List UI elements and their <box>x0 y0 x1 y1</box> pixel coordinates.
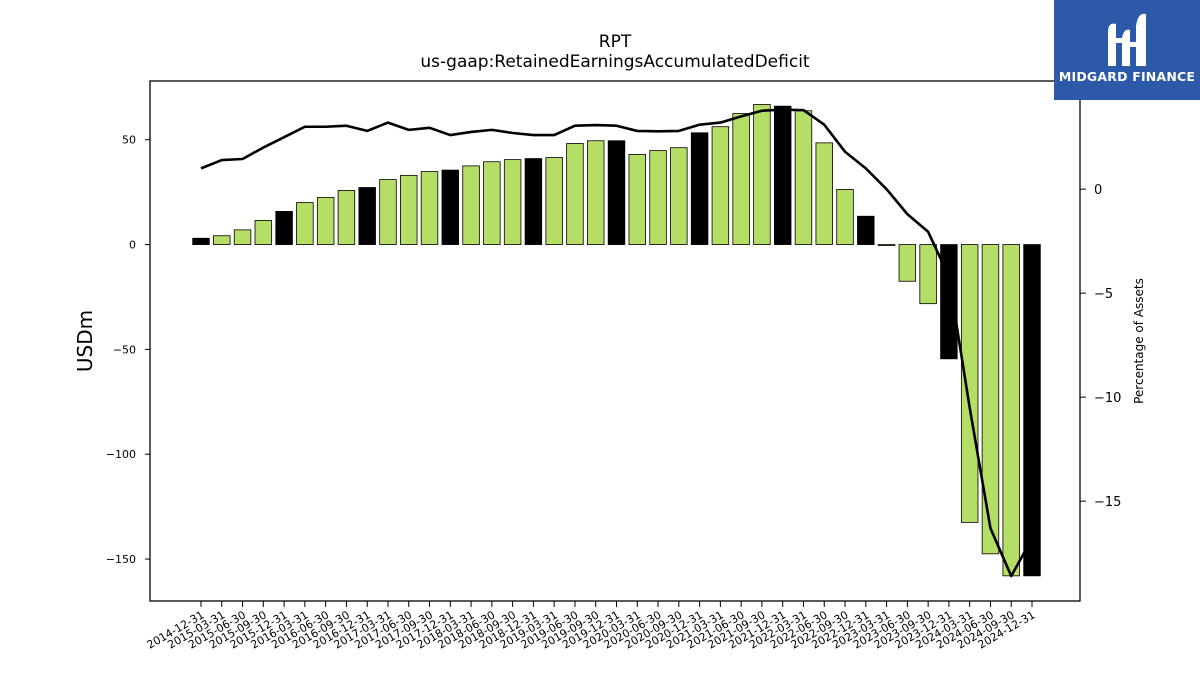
y-axis-label: USDm <box>73 310 97 372</box>
y2-tick-label: −5 <box>1094 287 1113 302</box>
bar-2024-12-31 <box>1023 244 1041 577</box>
chart-title: RPT <box>598 32 632 52</box>
bar-2020-03-31 <box>628 153 646 245</box>
bar-2019-06-30 <box>566 143 584 245</box>
bar-2016-09-30 <box>337 190 356 245</box>
bar-2021-03-31 <box>711 126 730 245</box>
chart-subtitle: us-gaap:RetainedEarningsAccumulatedDefic… <box>420 52 810 72</box>
brand-logo[interactable]: MIDGARD FINANCE <box>1054 0 1200 100</box>
bar-2019-03-31 <box>545 157 563 245</box>
bar-2020-09-30 <box>670 147 688 245</box>
y2-axis-label: Percentage of Assets <box>1132 278 1146 404</box>
bar-2014-12-31 <box>192 237 210 245</box>
bar-2022-03-31 <box>794 110 813 245</box>
bar-2024-09-30 <box>1002 244 1020 577</box>
bar-2019-09-30 <box>587 140 605 245</box>
bar-2017-09-30 <box>420 171 439 245</box>
bar-2018-12-31 <box>524 158 543 245</box>
bar-2022-06-30 <box>815 142 833 245</box>
y-tick-label: −150 <box>106 553 136 566</box>
y2-tick-label: −15 <box>1094 495 1121 510</box>
y-tick-label: 50 <box>122 134 136 147</box>
bar-2022-09-30 <box>836 188 854 245</box>
bar-2018-03-31 <box>462 165 480 245</box>
bar-2023-09-30 <box>919 244 937 305</box>
bar-2018-09-30 <box>503 159 522 245</box>
y-tick-label: −50 <box>113 343 136 356</box>
bar-2022-12-31 <box>857 215 875 245</box>
bar-2015-12-31 <box>275 211 293 245</box>
bar-2015-03-31 <box>213 235 231 245</box>
bar-2019-12-31 <box>607 140 626 245</box>
bar-2021-12-31 <box>773 105 792 245</box>
bar-2016-06-30 <box>316 196 335 245</box>
bar-2023-12-31 <box>940 244 958 360</box>
bar-2021-09-30 <box>753 104 771 245</box>
bar-2015-06-30 <box>233 229 252 245</box>
y-tick-label: 0 <box>129 239 136 252</box>
bar-2017-03-31 <box>379 179 397 245</box>
bar-2020-12-31 <box>690 132 709 245</box>
right-axis: 0 −5 −10 −15 <box>1080 183 1121 510</box>
bar-2023-06-30 <box>898 244 917 282</box>
y2-tick-label: −10 <box>1094 391 1121 406</box>
bar-2021-06-30 <box>732 113 750 245</box>
bar-2016-12-31 <box>358 187 376 245</box>
logo-text: MIDGARD FINANCE <box>1058 69 1196 84</box>
bar-2024-06-30 <box>981 244 1000 555</box>
bar-2023-03-31 <box>877 244 896 247</box>
bar-2018-06-30 <box>483 161 501 245</box>
midgard-logo-icon <box>1108 13 1146 66</box>
bar-2017-12-31 <box>441 169 460 245</box>
bar-2024-03-31 <box>960 244 979 523</box>
x-axis: 2014-12-312015-03-312015-06-302015-09-30… <box>145 601 1038 652</box>
plot-area <box>192 104 1041 578</box>
bar-2017-06-30 <box>400 174 418 245</box>
plot-frame <box>149 80 1081 602</box>
left-axis: 50 0 −50 −100 −150 <box>106 134 150 566</box>
bar-2016-03-31 <box>296 202 314 245</box>
y-tick-label: −100 <box>106 448 136 461</box>
y2-tick-label: 0 <box>1094 183 1102 198</box>
bar-2020-06-30 <box>649 150 667 245</box>
percentage-of-assets-line <box>200 108 1034 578</box>
bar-2015-09-30 <box>254 220 273 245</box>
